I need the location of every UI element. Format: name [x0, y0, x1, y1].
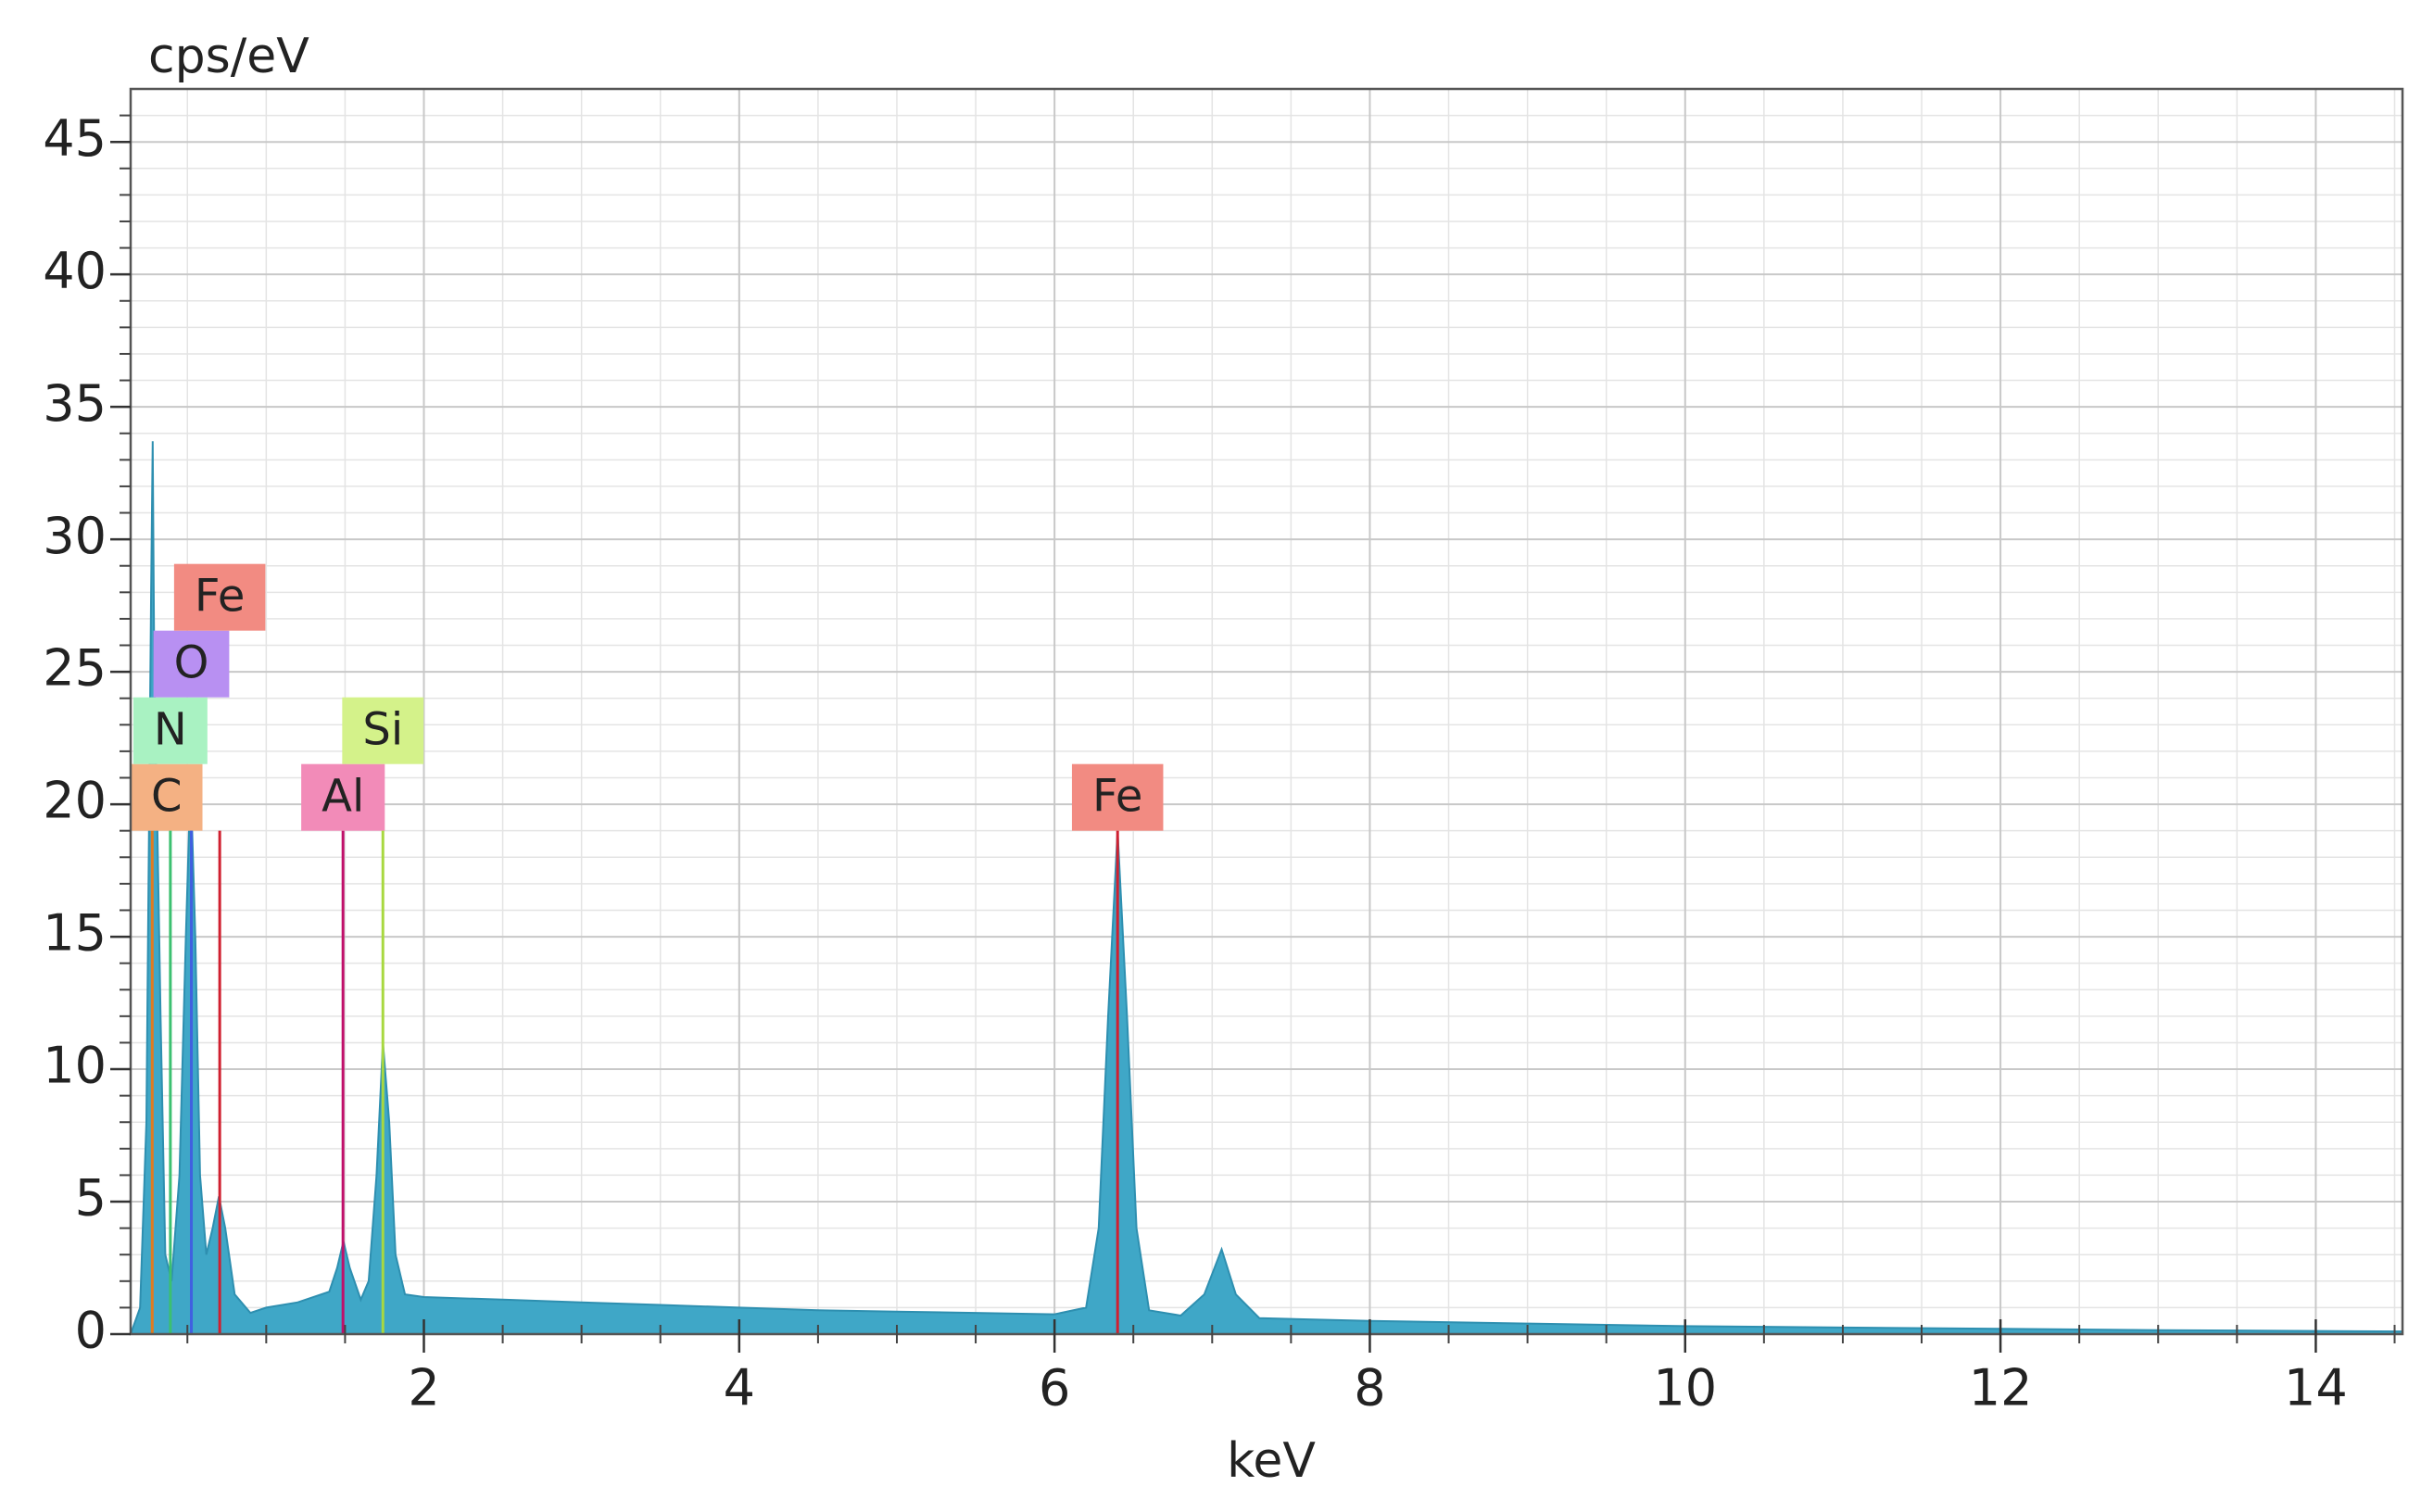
element-label-box [342, 697, 424, 764]
element-label-box [131, 763, 203, 831]
y-tick-label: 45 [43, 109, 107, 168]
element-label-text: Si [362, 704, 403, 756]
y-tick-label: 30 [43, 507, 107, 565]
x-tick-label: 12 [1969, 1359, 2033, 1418]
element-label-box [301, 763, 385, 831]
x-tick-label: 10 [1653, 1359, 1717, 1418]
y-tick-label: 40 [43, 242, 107, 300]
y-tick-label: 0 [75, 1302, 107, 1360]
x-axis-title: keV [1227, 1433, 1316, 1489]
x-tick-label: 4 [724, 1359, 755, 1418]
element-label-text: O [174, 637, 209, 689]
element-label-box [132, 697, 208, 764]
x-tick-label: 8 [1354, 1359, 1385, 1418]
y-tick-label: 20 [43, 772, 107, 830]
y-tick-label: 15 [43, 904, 107, 963]
element-label-box [173, 563, 266, 631]
element-label: N [132, 697, 208, 764]
element-label: Fe [173, 563, 266, 631]
element-label-text: Al [322, 771, 364, 823]
spectrum-area [129, 441, 2403, 1335]
element-label-text: C [151, 771, 183, 823]
x-tick-label: 14 [2284, 1359, 2348, 1418]
element-label: Fe [1071, 763, 1164, 831]
element-label: O [153, 630, 230, 698]
element-label-text: Fe [195, 571, 246, 623]
element-label-box [153, 630, 230, 698]
plot-frame [129, 87, 2404, 1336]
element-label-box [1071, 763, 1164, 831]
element-label-text: N [154, 704, 187, 756]
y-tick-label: 25 [43, 639, 107, 698]
y-axis-title: cps/eV [148, 29, 309, 84]
element-label-text: Fe [1092, 771, 1143, 823]
y-tick-label: 10 [43, 1037, 107, 1095]
x-tick-label: 2 [408, 1359, 439, 1418]
y-tick-label: 5 [75, 1169, 107, 1228]
element-label: Al [301, 763, 385, 831]
y-tick-label: 35 [43, 374, 107, 433]
element-label: Si [342, 697, 424, 764]
element-label: C [131, 763, 203, 831]
x-tick-label: 6 [1039, 1359, 1070, 1418]
